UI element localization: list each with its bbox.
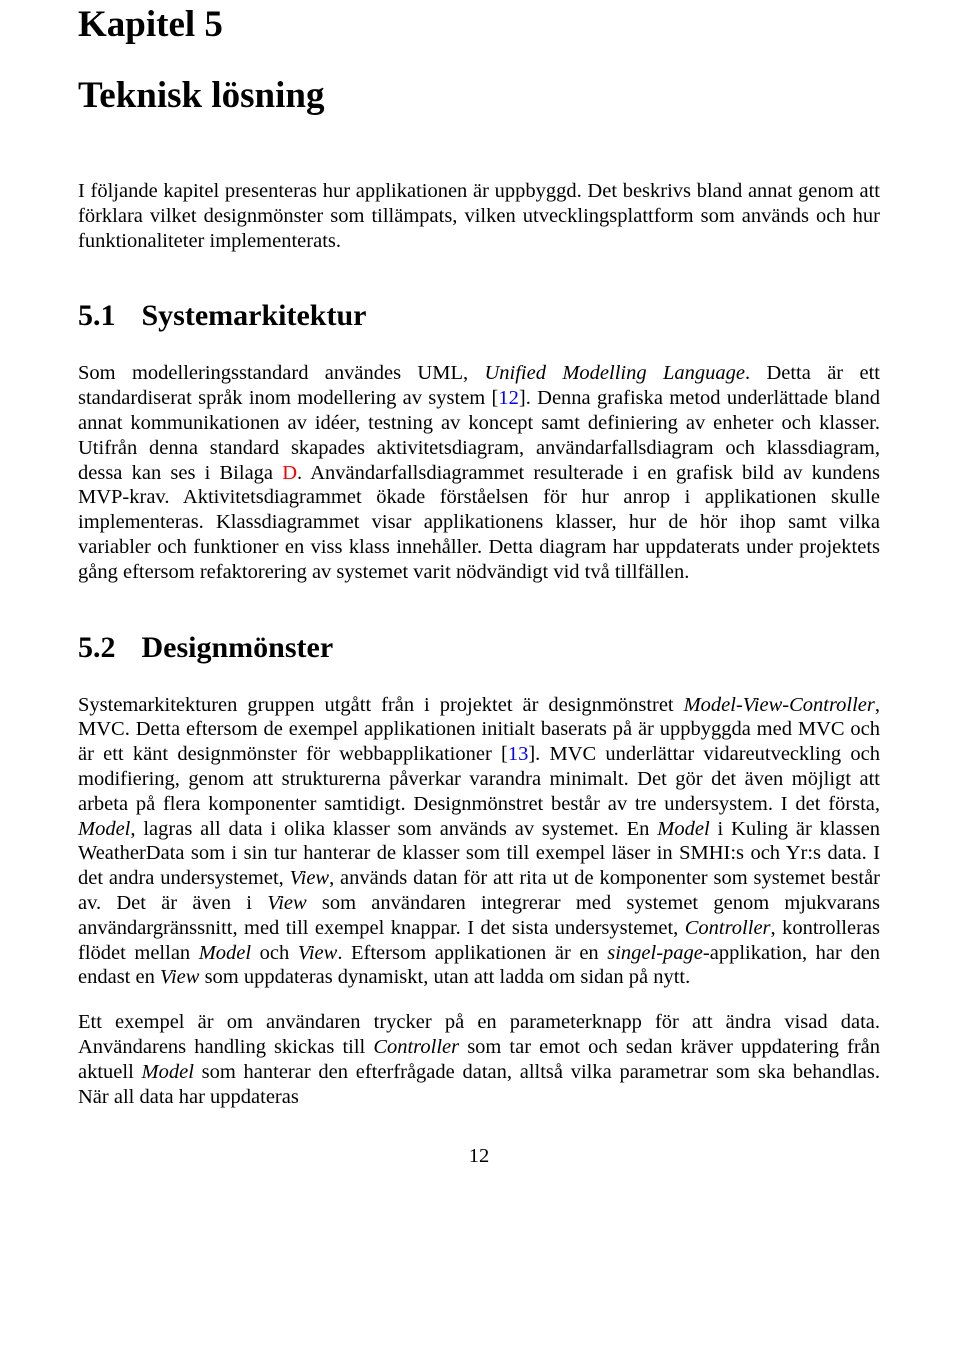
section-5-2-paragraph-2: Ett exempel är om användaren trycker på … [78, 1010, 880, 1109]
section-heading-5-1: 5.1 Systemarkitektur [78, 299, 880, 333]
section-heading-5-2: 5.2 Designmönster [78, 631, 880, 665]
section-number: 5.2 [78, 631, 116, 665]
text-run: som hanterar den efterfrågade datan, all… [78, 1061, 880, 1108]
section-5-1-paragraph: Som modelleringsstandard användes UML, U… [78, 361, 880, 584]
term-view: View [267, 892, 306, 914]
term-view: View [290, 867, 329, 889]
appendix-link[interactable]: D [282, 462, 297, 484]
term-mvc: Model-View-Controller [684, 694, 875, 716]
term-model: Model [78, 818, 130, 840]
text-run: och [251, 942, 298, 964]
term-model: Model [199, 942, 251, 964]
section-number: 5.1 [78, 299, 116, 333]
term-controller: Controller [373, 1036, 459, 1058]
chapter-label: Kapitel 5 [78, 3, 880, 46]
term-singel-page: singel-page [607, 942, 703, 964]
text-run: , lagras all data i olika klasser som an… [130, 818, 657, 840]
term-view: View [160, 966, 199, 988]
chapter-title: Teknisk lösning [78, 74, 880, 117]
term-controller: Controller [685, 917, 771, 939]
text-run: Systemarkitekturen gruppen utgått från i… [78, 694, 684, 716]
term-uml: Unified Modelling Language [484, 362, 744, 384]
document-page: Kapitel 5 Teknisk lösning I följande kap… [0, 0, 960, 1352]
term-model: Model [142, 1061, 194, 1083]
text-run: Som modelleringsstandard användes UML, [78, 362, 484, 384]
text-run: . Eftersom applikationen är en [337, 942, 607, 964]
term-view: View [298, 942, 337, 964]
text-run: som uppdateras dynamiskt, utan att ladda… [199, 966, 690, 988]
page-number: 12 [78, 1145, 880, 1168]
section-title: Systemarkitektur [142, 299, 367, 332]
intro-paragraph: I följande kapitel presenteras hur appli… [78, 179, 880, 253]
section-title: Designmönster [142, 631, 334, 664]
citation-link[interactable]: 13 [508, 743, 529, 765]
section-5-2-paragraph-1: Systemarkitekturen gruppen utgått från i… [78, 693, 880, 991]
term-model: Model [657, 818, 709, 840]
citation-link[interactable]: 12 [498, 387, 519, 409]
